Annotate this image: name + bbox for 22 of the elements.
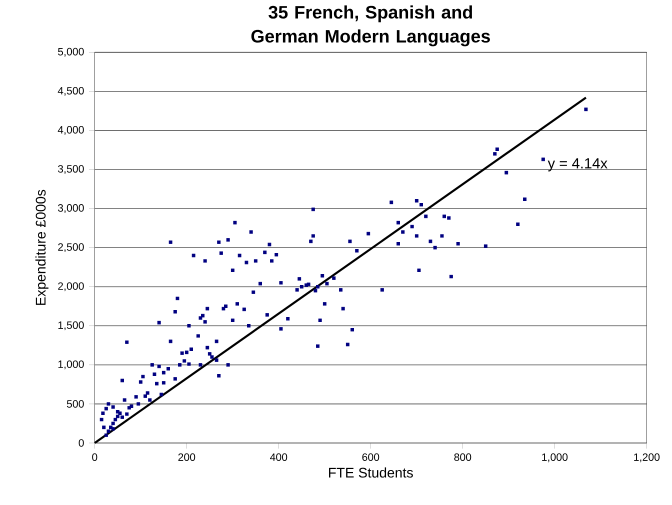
y-tick-label: 2,500 (58, 243, 84, 252)
y-tick-label: 4,000 (58, 126, 84, 135)
x-tick-label: 800 (454, 453, 472, 461)
y-tick-label: 500 (66, 400, 84, 408)
x-tick-label: 400 (270, 453, 288, 461)
y-tick-label: 2,000 (58, 282, 84, 292)
y-tick-label: 0 (78, 439, 84, 447)
x-tick-label: 1,000 (542, 453, 568, 462)
x-tick-label: 200 (178, 453, 196, 461)
y-tick-label: 5,000 (58, 48, 84, 57)
y-tick-label: 1,500 (58, 321, 84, 330)
y-tick-label: 3,000 (58, 204, 84, 213)
x-tick-label: 0 (92, 453, 98, 461)
x-tick-label: 600 (362, 453, 380, 461)
x-axis-title: FTE Students (329, 467, 413, 478)
annotation: y = 4.14x (548, 158, 608, 172)
x-tick-label: 1,200 (634, 453, 660, 462)
y-tick-label: 1,000 (58, 360, 84, 370)
y-axis-title: Expenditure £000s (35, 190, 48, 305)
y-tick-label: 4,500 (58, 86, 84, 96)
y-tick-label: 3,500 (58, 165, 84, 174)
chart-title: 35 French, Spanish and German Modern Languages (251, 5, 490, 46)
